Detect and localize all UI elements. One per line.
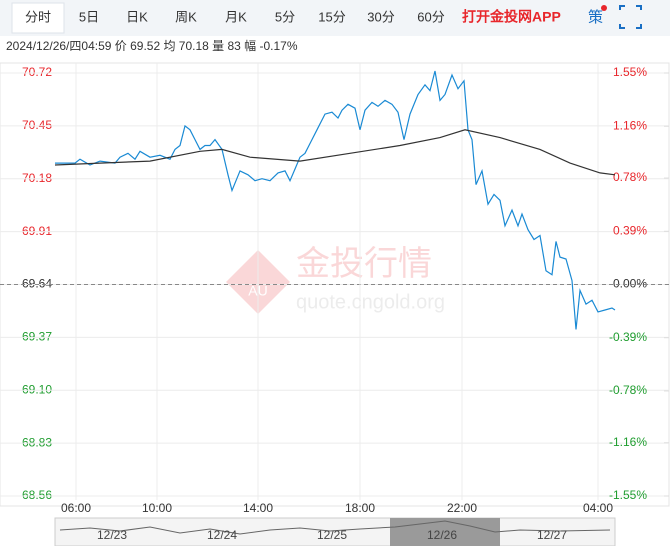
tab[interactable]: 30分	[367, 9, 394, 24]
y-tick-label: 68.56	[22, 488, 52, 502]
y2-tick-label: 0.78%	[613, 170, 647, 184]
x-tick-label: 14:00	[243, 501, 273, 515]
tab[interactable]: 分时	[25, 9, 51, 24]
tab[interactable]: 日K	[126, 9, 148, 24]
policy-button[interactable]: 策	[588, 9, 603, 26]
x-tick-label: 04:00	[583, 501, 613, 515]
y-tick-label: 69.64	[22, 277, 52, 291]
tab[interactable]: 月K	[225, 9, 247, 24]
tab[interactable]: 5日	[79, 9, 99, 24]
y2-tick-label: 0.00%	[613, 277, 647, 291]
y2-tick-label: -1.55%	[609, 488, 647, 502]
y2-tick-label: 1.16%	[613, 118, 647, 132]
app-link[interactable]: 打开金投网APP	[462, 9, 561, 25]
y2-tick-label: -1.16%	[609, 435, 647, 449]
x-tick-label: 18:00	[345, 501, 375, 515]
navigator[interactable]	[54, 517, 616, 546]
navigator-window[interactable]	[390, 518, 500, 546]
y-tick-label: 69.37	[22, 330, 52, 344]
price-line	[54, 129, 616, 176]
x-tick-label: 10:00	[142, 501, 172, 515]
x-tick-label: 22:00	[447, 501, 477, 515]
y-tick-label: 69.10	[22, 382, 52, 396]
watermark-url: quote.cngold.org	[296, 291, 445, 313]
y-tick-label: 69.91	[22, 224, 52, 238]
y2-tick-label: 0.39%	[613, 223, 647, 237]
y-tick-label: 68.83	[22, 435, 52, 449]
navigator-line	[59, 520, 611, 535]
tab[interactable]: 5分	[275, 9, 295, 24]
tab[interactable]: 周K	[175, 9, 197, 24]
active-tab-bg	[11, 2, 65, 34]
navigator-date: 12/26	[427, 528, 457, 542]
x-tick-label: 06:00	[61, 501, 91, 515]
navigator-date: 12/24	[207, 528, 237, 542]
notice-dot	[601, 5, 607, 11]
info-line: 2024/12/26/四04:59 价 69.52 均 70.18 量 83 幅…	[6, 38, 298, 53]
price-line	[55, 70, 616, 330]
watermark: AU 金投行情 quote.cngold.org	[226, 245, 445, 314]
y-tick-label: 70.45	[22, 118, 52, 132]
fullscreen-icon[interactable]	[619, 5, 642, 29]
tab[interactable]: 60分	[417, 9, 444, 24]
navigator-date: 12/27	[537, 528, 567, 542]
tab-bar	[0, 0, 670, 36]
y-tick-label: 70.72	[22, 65, 52, 79]
y2-tick-label: 1.55%	[613, 65, 647, 79]
navigator-date: 12/25	[317, 528, 347, 542]
y2-tick-label: -0.78%	[609, 383, 647, 397]
watermark-name: 金投行情	[296, 245, 432, 283]
tab[interactable]: 15分	[318, 9, 345, 24]
y2-tick-label: -0.39%	[609, 330, 647, 344]
navigator-date: 12/23	[97, 528, 127, 542]
y-tick-label: 70.18	[22, 171, 52, 185]
